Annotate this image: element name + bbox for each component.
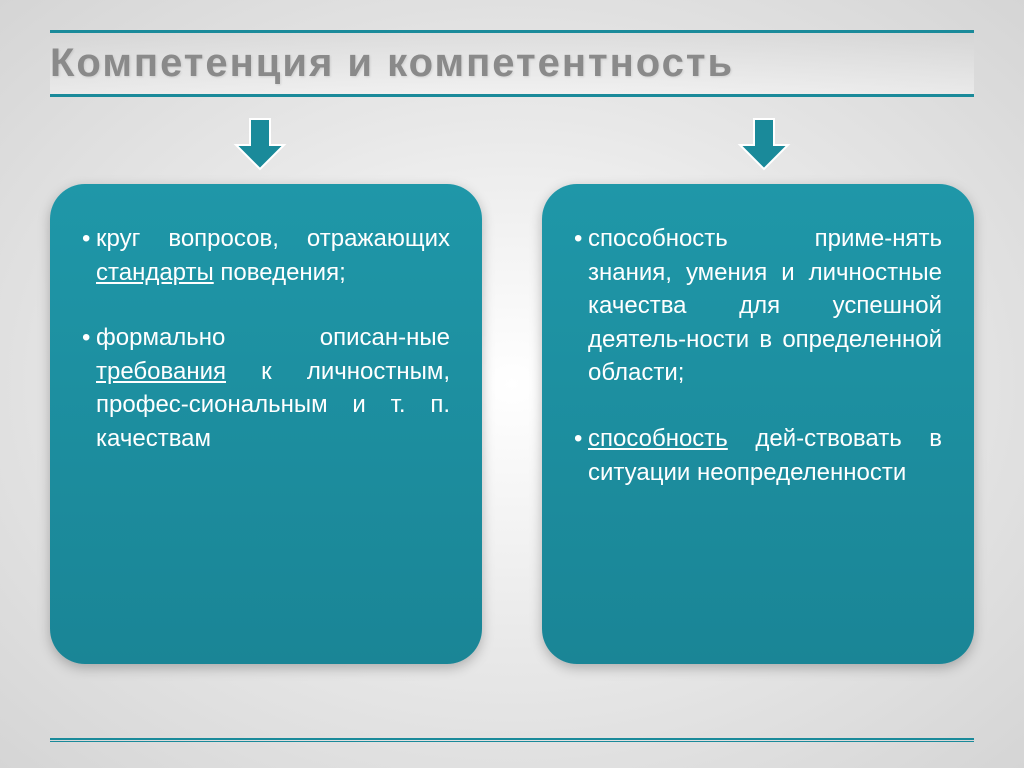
list-item: формально описан-ные требования к личнос… (82, 321, 450, 455)
underlined-text: способность (588, 425, 728, 452)
right-list: способность приме-нять знания, умения и … (574, 222, 942, 489)
list-item: круг вопросов, отражающих стандарты пове… (82, 222, 450, 289)
page-title: Компетенция и компетентность (50, 41, 974, 86)
slide: Компетенция и компетентность круг вопрос… (0, 0, 1024, 768)
right-box: способность приме-нять знания, умения и … (542, 184, 974, 664)
left-list: круг вопросов, отражающих стандарты пове… (82, 222, 450, 456)
arrow-down-icon (734, 117, 794, 172)
underlined-text: требования (96, 358, 226, 385)
arrow-down-icon (230, 117, 290, 172)
list-item: способность приме-нять знания, умения и … (574, 222, 942, 390)
arrows-row (50, 117, 974, 172)
bottom-rule (50, 738, 974, 742)
underlined-text: стандарты (96, 259, 214, 286)
left-box: круг вопросов, отражающих стандарты пове… (50, 184, 482, 664)
list-item: способность дей-ствовать в ситуации неоп… (574, 422, 942, 489)
boxes-row: круг вопросов, отражающих стандарты пове… (50, 184, 974, 664)
title-bar: Компетенция и компетентность (50, 30, 974, 97)
